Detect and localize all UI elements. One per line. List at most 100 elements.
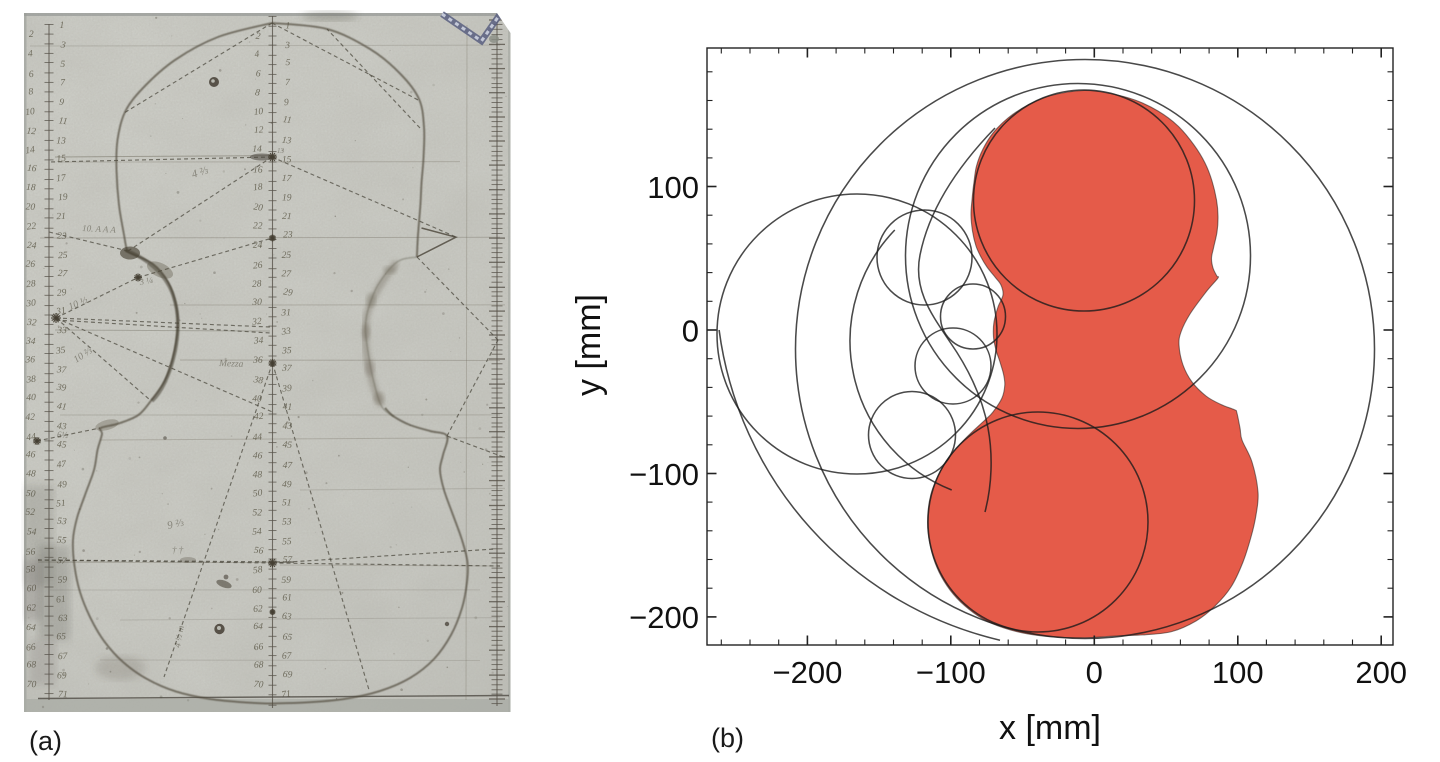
svg-text:44: 44 (252, 433, 262, 444)
svg-text:5: 5 (60, 60, 65, 70)
svg-text:8: 8 (28, 87, 34, 97)
svg-text:13: 13 (281, 136, 292, 147)
svg-text:−100: −100 (629, 457, 699, 492)
svg-text:35: 35 (54, 346, 66, 357)
svg-text:0: 0 (1086, 655, 1103, 690)
svg-text:6½: 6½ (57, 430, 69, 440)
svg-text:30: 30 (251, 298, 262, 308)
svg-text:26: 26 (25, 260, 35, 270)
svg-text:21: 21 (282, 212, 292, 222)
svg-text:46: 46 (26, 450, 36, 460)
svg-text:20: 20 (25, 202, 35, 212)
svg-text:34: 34 (253, 336, 264, 347)
svg-text:9: 9 (284, 98, 290, 108)
svg-text:29: 29 (57, 288, 68, 299)
svg-text:−200: −200 (772, 655, 842, 690)
svg-text:100: 100 (1212, 655, 1264, 690)
svg-text:14: 14 (252, 145, 262, 155)
svg-text:6: 6 (256, 69, 261, 79)
svg-text:15: 15 (282, 155, 292, 165)
svg-text:100: 100 (647, 170, 699, 205)
svg-text:65: 65 (282, 632, 293, 643)
svg-text:4: 4 (27, 49, 33, 59)
svg-text:3: 3 (59, 40, 66, 51)
svg-text:8: 8 (254, 88, 260, 99)
svg-text:x [mm]: x [mm] (999, 709, 1101, 747)
svg-text:49: 49 (282, 480, 292, 490)
svg-text:42: 42 (25, 413, 35, 423)
svg-text:57: 57 (282, 555, 293, 565)
svg-text:31: 31 (280, 308, 291, 318)
svg-text:67: 67 (282, 651, 293, 661)
svg-text:19: 19 (58, 193, 68, 204)
svg-text:32: 32 (26, 318, 37, 329)
svg-text:(a): (a) (29, 726, 62, 756)
svg-text:30: 30 (25, 298, 37, 309)
svg-text:28: 28 (252, 279, 263, 290)
svg-text:18: 18 (253, 182, 264, 193)
svg-text:10: 10 (253, 107, 264, 118)
svg-text:47: 47 (56, 459, 68, 470)
svg-text:51: 51 (282, 498, 292, 508)
svg-text:13: 13 (277, 147, 285, 155)
svg-text:19: 19 (282, 194, 292, 204)
svg-text:39: 39 (281, 384, 293, 395)
svg-text:16: 16 (27, 164, 38, 175)
svg-text:12: 12 (26, 127, 37, 138)
svg-text:37: 37 (281, 364, 293, 374)
svg-text:(b): (b) (711, 723, 744, 753)
svg-text:7: 7 (285, 78, 291, 88)
svg-text:2: 2 (255, 32, 261, 43)
svg-text:55: 55 (56, 536, 67, 547)
svg-text:40: 40 (252, 394, 262, 404)
svg-text:40: 40 (26, 393, 36, 403)
svg-text:9: 9 (58, 98, 64, 109)
svg-text:2: 2 (29, 30, 34, 40)
svg-text:28: 28 (26, 279, 37, 290)
svg-text:21: 21 (56, 212, 66, 222)
svg-text:58: 58 (252, 565, 263, 576)
svg-text:64: 64 (26, 623, 37, 634)
svg-text:14: 14 (25, 145, 36, 156)
svg-text:−200: −200 (629, 600, 699, 635)
svg-text:22: 22 (253, 221, 263, 231)
svg-text:1: 1 (285, 21, 290, 31)
svg-text:22: 22 (26, 222, 37, 233)
svg-text:24: 24 (253, 241, 263, 251)
svg-text:44: 44 (26, 432, 37, 443)
svg-text:68: 68 (254, 661, 264, 671)
svg-text:20: 20 (253, 202, 264, 213)
svg-text:Mezza: Mezza (218, 359, 244, 370)
svg-text:64: 64 (253, 622, 263, 632)
svg-text:52: 52 (252, 508, 262, 518)
svg-text:38: 38 (25, 375, 37, 386)
svg-text:7: 7 (60, 78, 66, 88)
svg-text:33: 33 (56, 326, 67, 336)
svg-text:25: 25 (282, 251, 292, 261)
svg-text:10. A A A: 10. A A A (82, 223, 117, 235)
svg-text:1: 1 (60, 21, 65, 31)
svg-text:67: 67 (58, 652, 69, 663)
svg-text:27: 27 (58, 269, 69, 280)
svg-text:3 ¼: 3 ¼ (138, 275, 154, 287)
svg-text:46: 46 (253, 451, 263, 461)
svg-text:63: 63 (281, 612, 292, 623)
svg-text:29: 29 (282, 287, 293, 298)
svg-text:15: 15 (56, 154, 67, 165)
svg-text:11: 11 (282, 115, 292, 126)
svg-text:66: 66 (253, 642, 264, 653)
svg-text:70: 70 (27, 680, 37, 690)
svg-text:38: 38 (252, 375, 264, 386)
svg-text:24: 24 (27, 241, 37, 252)
svg-text:61: 61 (282, 593, 292, 603)
svg-text:36: 36 (252, 356, 263, 366)
svg-text:23: 23 (283, 230, 293, 240)
svg-text:5: 5 (285, 58, 290, 68)
svg-text:4 ½ m: 4 ½ m (172, 624, 186, 648)
svg-text:62: 62 (253, 604, 263, 615)
svg-text:12: 12 (254, 125, 264, 135)
svg-text:10: 10 (25, 107, 36, 118)
svg-text:34: 34 (25, 337, 36, 348)
svg-text:53: 53 (282, 517, 292, 527)
svg-text:−100: −100 (916, 655, 986, 690)
